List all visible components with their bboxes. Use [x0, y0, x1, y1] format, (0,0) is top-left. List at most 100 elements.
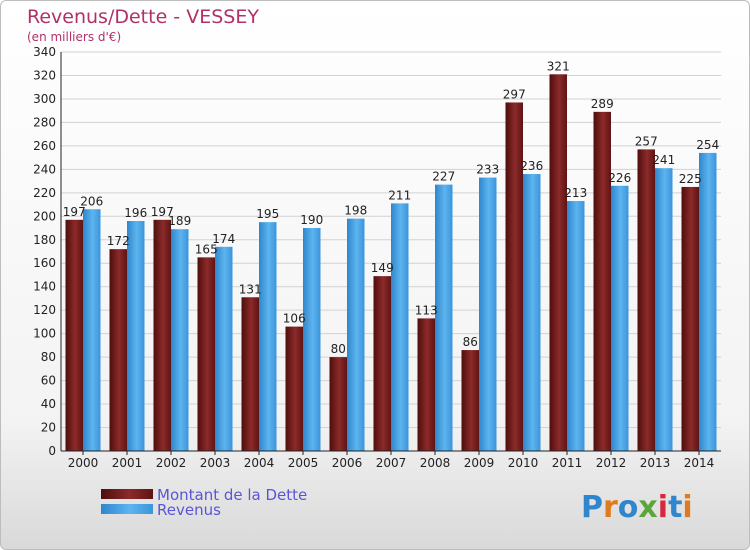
- x-tick-label: 2007: [376, 456, 407, 470]
- x-tick-label: 2014: [684, 456, 715, 470]
- y-tick-label: 200: [33, 209, 56, 223]
- data-label-debt: 113: [415, 303, 438, 317]
- bar-debt: [593, 111, 611, 451]
- data-label-debt: 80: [331, 342, 346, 356]
- data-label-revenus: 241: [652, 153, 675, 167]
- data-label-revenus: 195: [256, 207, 279, 221]
- bar-revenus: [171, 229, 189, 451]
- y-tick-label: 120: [33, 303, 56, 317]
- bar-revenus: [435, 184, 453, 451]
- data-label-revenus: 233: [476, 163, 499, 177]
- bar-revenus: [215, 246, 233, 451]
- legend: Montant de la Dette Revenus: [101, 486, 307, 519]
- bar-revenus: [127, 220, 145, 451]
- y-tick-label: 340: [33, 45, 56, 59]
- data-label-revenus: 211: [388, 188, 411, 202]
- data-label-debt: 172: [107, 234, 130, 248]
- bar-debt: [329, 357, 347, 451]
- bar-revenus: [699, 152, 717, 451]
- y-tick-label: 220: [33, 186, 56, 200]
- x-tick-label: 2001: [112, 456, 143, 470]
- proxiti-logo: Proxiti: [581, 490, 693, 525]
- bar-debt: [109, 249, 127, 451]
- y-tick-label: 160: [33, 256, 56, 270]
- data-label-debt: 165: [195, 242, 218, 256]
- data-label-debt: 321: [547, 59, 570, 73]
- bar-revenus: [479, 177, 497, 452]
- legend-swatch-revenus: [101, 504, 153, 514]
- y-tick-label: 280: [33, 115, 56, 129]
- axes: 0 20 40 60 80 100 120 140 160 180 200 220 240 260 280 3…: [33, 45, 721, 470]
- bar-debt: [681, 186, 699, 452]
- bar-revenus: [611, 185, 629, 451]
- data-label-revenus: 227: [432, 170, 455, 184]
- bar-debt: [373, 276, 391, 451]
- data-label-debt: 106: [283, 312, 306, 326]
- x-tick-label: 2011: [552, 456, 583, 470]
- data-label-revenus: 174: [212, 232, 235, 246]
- data-label-revenus: 226: [608, 171, 631, 185]
- bar-revenus: [259, 222, 277, 451]
- bar-debt: [461, 350, 479, 451]
- bar-debt: [197, 257, 215, 451]
- data-label-revenus: 254: [696, 138, 719, 152]
- chart-title: Revenus/Dette - VESSEY: [27, 6, 259, 28]
- legend-label-revenus: Revenus: [157, 501, 221, 519]
- data-label-debt: 149: [371, 261, 394, 275]
- data-label-debt: 297: [503, 87, 526, 101]
- bar-debt: [549, 74, 567, 451]
- chart-subtitle: (en milliers d'€): [27, 30, 121, 44]
- y-tick-label: 80: [41, 350, 56, 364]
- data-label-revenus: 213: [564, 186, 587, 200]
- y-tick-label: 260: [33, 139, 56, 153]
- data-label-revenus: 198: [344, 204, 367, 218]
- legend-label-debt: Montant de la Dette: [157, 486, 307, 504]
- y-tick-label: 20: [41, 421, 56, 435]
- x-tick-label: 2004: [244, 456, 275, 470]
- bar-revenus: [303, 228, 321, 451]
- x-tick-label: 2006: [332, 456, 363, 470]
- data-label-debt: 289: [591, 97, 614, 111]
- y-tick-label: 60: [41, 374, 56, 388]
- y-tick-label: 240: [33, 162, 56, 176]
- y-tick-label: 40: [41, 397, 56, 411]
- y-tick-label: 0: [48, 444, 56, 458]
- data-label-debt: 131: [239, 282, 262, 296]
- y-tick-label: 180: [33, 233, 56, 247]
- y-tick-label: 140: [33, 280, 56, 294]
- legend-swatch-debt: [101, 489, 153, 499]
- x-tick-label: 2009: [464, 456, 495, 470]
- data-label-debt: 225: [679, 172, 702, 186]
- bar-revenus: [391, 203, 409, 451]
- x-tick-label: 2008: [420, 456, 451, 470]
- y-tick-label: 300: [33, 92, 56, 106]
- x-tick-label: 2012: [596, 456, 627, 470]
- bar-debt: [241, 297, 259, 451]
- bar-debt: [417, 318, 435, 451]
- bar-revenus: [347, 218, 365, 451]
- y-tick-label: 100: [33, 327, 56, 341]
- data-label-debt: 197: [63, 205, 86, 219]
- data-label-revenus: 206: [80, 194, 103, 208]
- data-label-revenus: 189: [168, 214, 191, 228]
- x-tick-label: 2003: [200, 456, 231, 470]
- bar-revenus: [83, 209, 101, 451]
- data-label-debt: 197: [151, 205, 174, 219]
- bar-revenus: [567, 201, 585, 451]
- data-label-revenus: 236: [520, 159, 543, 173]
- bar-debt: [505, 102, 523, 451]
- bar-revenus: [523, 174, 541, 451]
- data-label-debt: 86: [463, 335, 478, 349]
- x-tick-label: 2000: [68, 456, 99, 470]
- y-tick-label: 320: [33, 68, 56, 82]
- bar-debt: [285, 326, 303, 451]
- bar-debt: [153, 219, 171, 451]
- x-tick-label: 2002: [156, 456, 187, 470]
- bar-debt: [65, 219, 83, 451]
- x-tick-label: 2010: [508, 456, 539, 470]
- bar-debt: [637, 149, 655, 451]
- bar-revenus: [655, 168, 673, 451]
